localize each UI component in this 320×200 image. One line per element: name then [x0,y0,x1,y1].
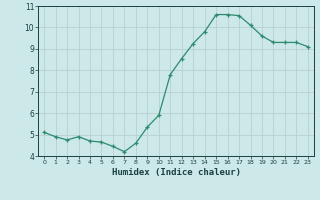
X-axis label: Humidex (Indice chaleur): Humidex (Indice chaleur) [111,168,241,177]
